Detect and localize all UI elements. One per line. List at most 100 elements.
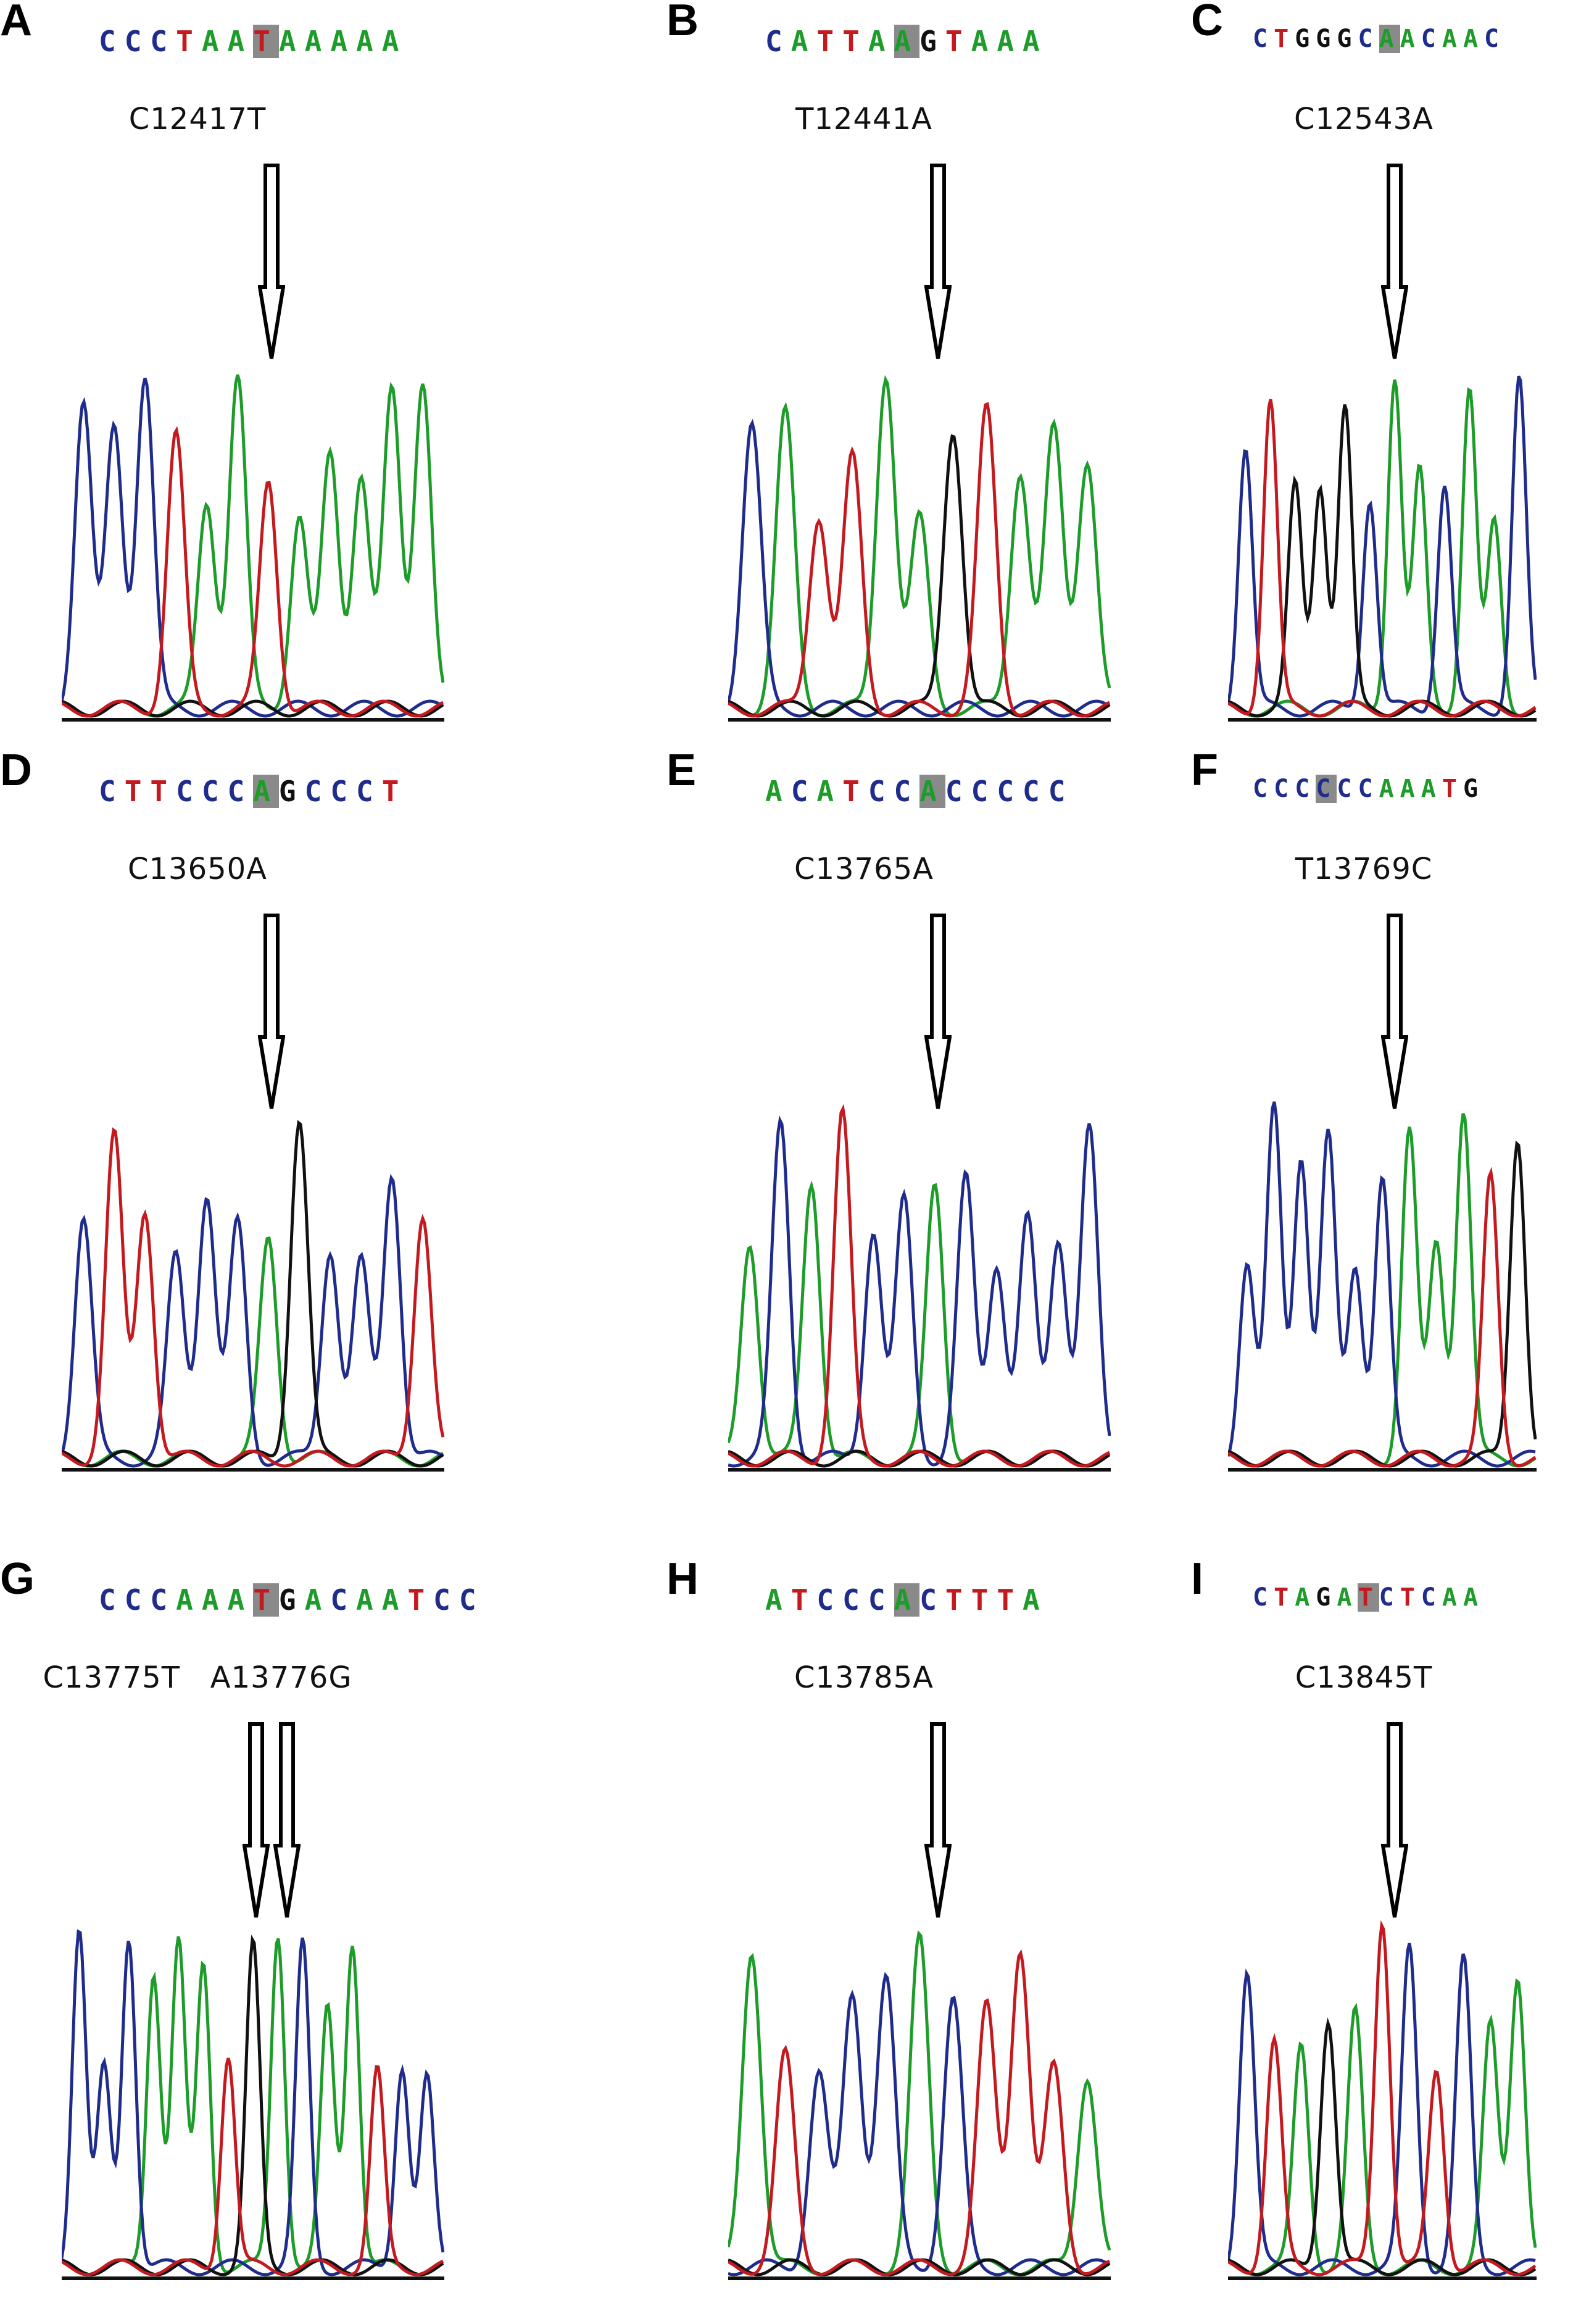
base-sequence: CCCTAATAAAAA [99,25,407,58]
mutation-label: C12543A [1293,102,1434,136]
chromatogram-trace-plot [1228,1920,1537,2280]
chromatogram-trace-plot [728,1104,1111,1472]
base: C [971,775,997,808]
mutation-label: C12417T [128,102,267,136]
base: C [124,25,151,58]
chromatogram-trace-plot [62,374,444,722]
panel-label: A [0,0,32,45]
base: A [765,775,791,808]
highlighted-base: A [894,25,920,58]
down-arrow-icon [1381,914,1408,1109]
panel-a: A CCCTAATAAAAA C12417T [0,0,512,765]
base: A [227,1583,254,1617]
base: A [381,25,408,58]
trace-g [728,1449,1111,1468]
base: T [1442,775,1463,803]
base: T [971,1583,997,1617]
base: C [201,775,228,808]
base: A [971,25,997,58]
panel-label: B [666,0,699,45]
base-sequence: CATTAAGTAAA [765,25,1048,58]
base: C [1421,1583,1442,1612]
base: A [227,25,254,58]
trace-t [62,2057,444,2276]
base-sequence: CTGGGCAACAAC [1253,25,1505,53]
trace-c [1228,1943,1536,2276]
base: C [1421,25,1442,53]
panel-label: C [1191,0,1223,45]
trace-t [728,402,1110,718]
base: C [227,775,254,808]
base: T [945,25,971,58]
panel-h: H ATCCCACTTTA C13785A [666,1554,1179,2324]
base: C [894,775,920,808]
base: C [124,1583,151,1617]
mutation-label: C13775T A13776G [43,1660,352,1695]
base: A [330,25,357,58]
base: G [1337,25,1358,53]
trace-a [1228,1978,1537,2276]
base: G [278,775,305,808]
base: C [945,775,971,808]
base: T [1400,1583,1421,1612]
base: T [842,25,868,58]
base-sequence: ATCCCACTTTA [765,1583,1048,1617]
base: C [1023,775,1048,808]
chromatogram-trace-plot [62,1120,444,1472]
down-arrow-icon [924,914,952,1109]
base: C [1253,775,1274,803]
base-sequence: ACATCCACCCCC [765,775,1074,808]
base: C [868,1583,894,1617]
base: A [1023,1583,1048,1617]
base: T [997,1583,1023,1617]
base: A [816,775,843,808]
base: G [919,25,945,58]
base: C [304,775,331,808]
highlighted-base: C [1316,775,1337,803]
highlighted-base: A [253,775,279,808]
highlighted-base: T [253,25,279,58]
base: A [304,1583,331,1617]
base: T [945,1583,971,1617]
base: A [278,25,305,58]
base: A [304,25,331,58]
highlighted-base: A [1379,25,1400,53]
trace-c [62,377,444,718]
base: A [201,25,228,58]
base: C [330,775,357,808]
base: T [381,775,408,808]
base: A [1421,775,1442,803]
base: C [1253,1583,1274,1612]
base: G [1316,25,1337,53]
down-arrow-icon [273,1722,301,1918]
base: A [1442,25,1463,53]
panel-label: F [1191,746,1218,795]
trace-t [1228,1167,1537,1468]
base: A [381,1583,408,1617]
base: A [1400,775,1421,803]
trace-a [728,1180,1111,1468]
base: G [1463,775,1485,803]
base-sequence: CCCCCCAAATG [1253,775,1484,803]
base: A [997,25,1023,58]
base: C [1337,775,1358,803]
panel-label: D [0,746,32,795]
base: C [1253,25,1274,53]
panel-g: G CCCAAATGACAATCC C13775T A13776G [0,1554,512,2324]
highlighted-base: A [919,775,945,808]
highlighted-base: T [253,1583,279,1617]
base: G [1316,1583,1337,1612]
base: A [868,25,894,58]
trace-g [1228,1140,1537,1468]
trace-a [62,1236,444,1468]
base: T [124,775,151,808]
chromatogram-trace-plot [728,375,1111,722]
base: C [150,1583,176,1617]
base: C [765,25,791,58]
base: T [842,775,868,808]
base: C [868,775,894,808]
base: C [99,25,125,58]
panel-d: D CTTCCCAGCCCT C13650A [0,746,512,1515]
mutation-label: T13769C [1295,852,1433,886]
panel-e: E ACATCCACCCCC C13765A [666,746,1179,1515]
